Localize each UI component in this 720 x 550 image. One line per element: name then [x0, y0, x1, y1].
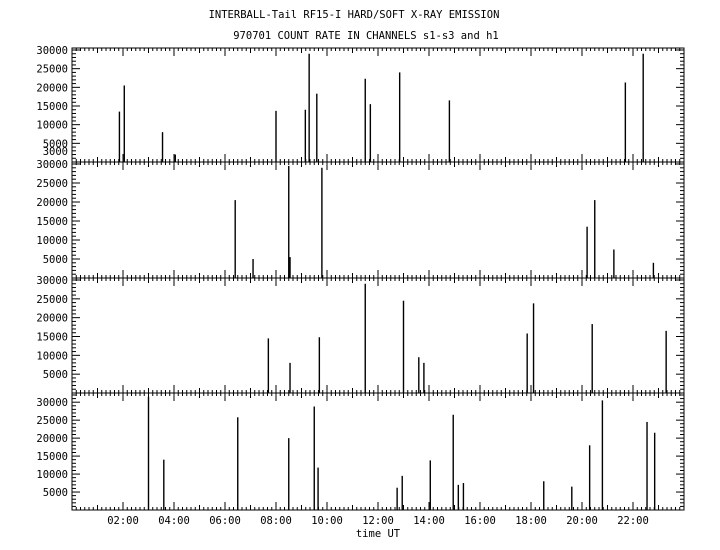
y-tick-label: 5000	[43, 487, 68, 499]
x-tick-label: 14:00	[413, 515, 445, 527]
y-tick-label: 5000	[43, 369, 68, 381]
y-tick-label: 20000	[36, 82, 68, 94]
chart-title: INTERBALL-Tail RF15-I HARD/SOFT X-RAY EM…	[209, 9, 500, 21]
y-tick-label: 10000	[36, 469, 68, 481]
x-tick-label: 20:00	[566, 515, 598, 527]
y-tick-label: 25000	[36, 178, 68, 190]
y-tick-label: 5000	[43, 254, 68, 266]
x-tick-label: 18:00	[515, 515, 547, 527]
y-tick-label: 10000	[36, 350, 68, 362]
y-tick-label: 15000	[36, 451, 68, 463]
x-tick-label: 16:00	[464, 515, 496, 527]
y-tick-label: 20000	[36, 433, 68, 445]
y-tick-label: 25000	[36, 294, 68, 306]
x-tick-label: 22:00	[617, 515, 649, 527]
x-tick-label: 02:00	[107, 515, 139, 527]
x-axis-label: time UT	[356, 528, 401, 540]
x-tick-label: 04:00	[158, 515, 190, 527]
y-tick-label: 25000	[36, 64, 68, 76]
y-tick-label: 30000	[36, 275, 68, 287]
y-tick-label: 3000	[43, 146, 68, 158]
y-tick-label: 25000	[36, 415, 68, 427]
y-tick-label: 15000	[36, 101, 68, 113]
y-tick-label: 15000	[36, 332, 68, 344]
y-tick-label: 20000	[36, 197, 68, 209]
panel-frame-s2	[71, 161, 685, 279]
panels-group: 3000500010000150002000025000300005000100…	[36, 45, 685, 527]
y-tick-label: 10000	[36, 120, 68, 132]
y-tick-label: 5000	[43, 138, 68, 150]
x-tick-label: 06:00	[209, 515, 241, 527]
y-tick-label: 20000	[36, 313, 68, 325]
y-tick-label: 30000	[36, 45, 68, 57]
chart-subtitle: 970701 COUNT RATE IN CHANNELS s1-s3 and …	[233, 30, 499, 42]
y-tick-label: 15000	[36, 216, 68, 228]
x-tick-label: 10:00	[311, 515, 343, 527]
panel-frame-s1	[71, 47, 685, 163]
x-tick-label: 12:00	[362, 515, 394, 527]
x-tick-label: 08:00	[260, 515, 292, 527]
y-tick-label: 30000	[36, 159, 68, 171]
y-tick-label: 30000	[36, 397, 68, 409]
y-tick-label: 10000	[36, 235, 68, 247]
